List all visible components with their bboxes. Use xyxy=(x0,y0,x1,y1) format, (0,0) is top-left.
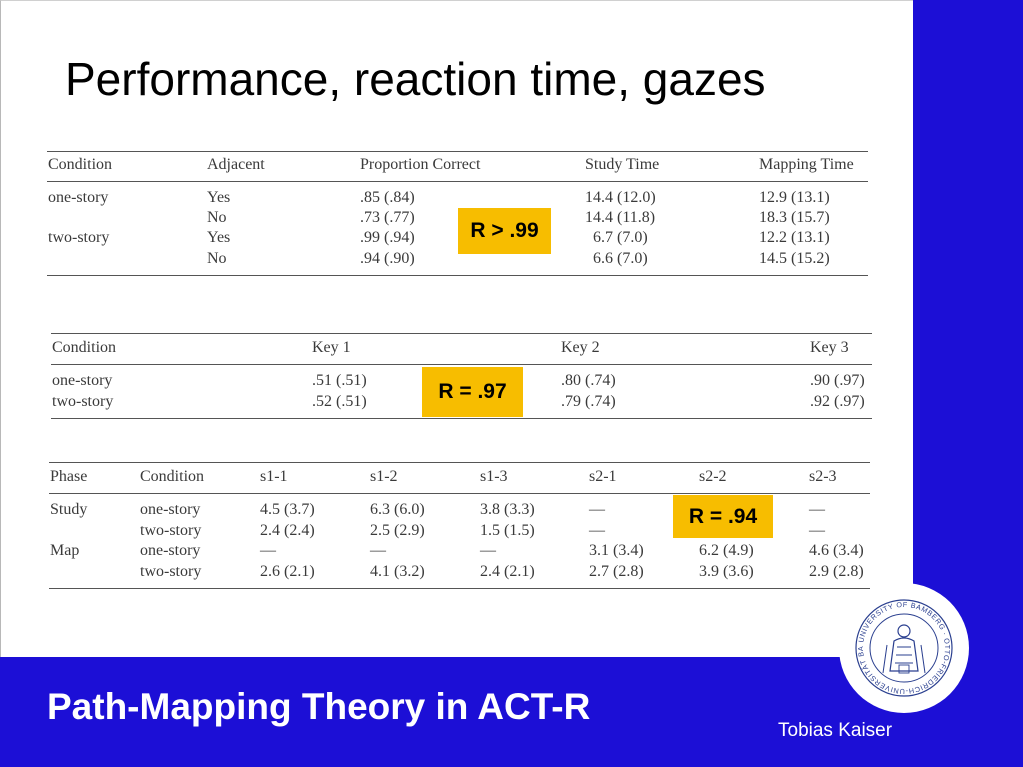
table-cell: .79 (.74) xyxy=(561,393,616,410)
footer-title: Path-Mapping Theory in ACT-R xyxy=(47,686,591,727)
table-cell: two-story xyxy=(52,393,114,410)
table-cell: 2.5 (2.9) xyxy=(370,522,425,539)
table-cell: 2.7 (2.8) xyxy=(589,563,644,580)
table-header: s1-1 xyxy=(260,468,288,485)
table-cell: .80 (.74) xyxy=(561,372,616,389)
table-cell: 14.4 (12.0) xyxy=(585,189,656,206)
table-header: s1-2 xyxy=(370,468,398,485)
table-cell: two-story xyxy=(48,229,110,246)
table-rule xyxy=(49,462,870,463)
footer-author: Tobias Kaiser xyxy=(778,720,893,741)
table-header: Key 2 xyxy=(561,339,600,356)
university-seal-logo: UNIVERSITY OF BAMBERG · OTTO-FRIEDRICH-U… xyxy=(839,583,969,713)
table-rule xyxy=(47,151,868,152)
table-header: Condition xyxy=(140,468,205,485)
table-cell: 6.3 (6.0) xyxy=(370,501,425,518)
table-header: Study Time xyxy=(585,156,660,173)
table-cell: — xyxy=(589,501,605,518)
table-cell: 4.6 (3.4) xyxy=(809,542,864,559)
table-cell: — xyxy=(370,542,386,559)
table-cell: one-story xyxy=(52,372,113,389)
table-header: s2-1 xyxy=(589,468,617,485)
table-cell: .51 (.51) xyxy=(312,372,367,389)
table-cell: .90 (.97) xyxy=(810,372,865,389)
table-cell: one-story xyxy=(140,542,201,559)
table-header: Phase xyxy=(50,468,88,485)
table-header: Adjacent xyxy=(207,156,265,173)
table-header: s2-2 xyxy=(699,468,727,485)
table-cell: .52 (.51) xyxy=(312,393,367,410)
table-cell: Yes xyxy=(207,189,231,206)
table-header: Key 1 xyxy=(312,339,351,356)
table-cell: 2.6 (2.1) xyxy=(260,563,315,580)
table-cell: — xyxy=(260,542,276,559)
table-cell: 14.4 (11.8) xyxy=(585,209,656,226)
table-cell: No xyxy=(207,209,227,226)
table-cell: one-story xyxy=(48,189,109,206)
table-cell: 12.9 (13.1) xyxy=(759,189,830,206)
table-cell: .73 (.77) xyxy=(360,209,415,226)
slide-title: Performance, reaction time, gazes xyxy=(65,53,766,105)
table-cell: .92 (.97) xyxy=(810,393,865,410)
table-cell: .94 (.90) xyxy=(360,250,415,267)
correlation-badge: R = .97 xyxy=(422,367,523,417)
table-cell: 6.6 (7.0) xyxy=(593,250,648,267)
table-cell: one-story xyxy=(140,501,201,518)
table-cell: 4.1 (3.2) xyxy=(370,563,425,580)
table-cell: 12.2 (13.1) xyxy=(759,229,830,246)
table-header: s1-3 xyxy=(480,468,508,485)
table-header: Mapping Time xyxy=(759,156,854,173)
table-header: Key 3 xyxy=(810,339,849,356)
table-header: Condition xyxy=(52,339,117,356)
seal-icon: UNIVERSITY OF BAMBERG · OTTO-FRIEDRICH-U… xyxy=(839,583,953,697)
table-cell: two-story xyxy=(140,522,202,539)
table-rule xyxy=(49,588,870,589)
table-rule xyxy=(51,364,872,365)
table-header: Condition xyxy=(48,156,113,173)
table-cell: — xyxy=(480,542,496,559)
table-cell: 6.7 (7.0) xyxy=(593,229,648,246)
table-cell: 2.9 (2.8) xyxy=(809,563,864,580)
table-rule xyxy=(49,493,870,494)
table-cell: 18.3 (15.7) xyxy=(759,209,830,226)
table-cell: 4.5 (3.7) xyxy=(260,501,315,518)
table-cell: 3.9 (3.6) xyxy=(699,563,754,580)
table-cell: Yes xyxy=(207,229,231,246)
table-cell: 2.4 (2.1) xyxy=(480,563,535,580)
table-cell: 6.2 (4.9) xyxy=(699,542,754,559)
correlation-badge: R = .94 xyxy=(673,495,773,538)
table-rule xyxy=(47,275,868,276)
table-rule xyxy=(51,418,872,419)
table-cell: Map xyxy=(50,542,80,559)
table-cell: — xyxy=(809,522,825,539)
table-cell: .85 (.84) xyxy=(360,189,415,206)
table-cell: 2.4 (2.4) xyxy=(260,522,315,539)
table-cell: 14.5 (15.2) xyxy=(759,250,830,267)
table-cell: two-story xyxy=(140,563,202,580)
table-cell: No xyxy=(207,250,227,267)
table-cell: 1.5 (1.5) xyxy=(480,522,535,539)
table-cell: — xyxy=(589,522,605,539)
table-cell: — xyxy=(809,501,825,518)
slide-frame xyxy=(0,0,913,657)
table-cell: 3.8 (3.3) xyxy=(480,501,535,518)
table-cell: 3.1 (3.4) xyxy=(589,542,644,559)
table-rule xyxy=(51,333,872,334)
table-cell: .99 (.94) xyxy=(360,229,415,246)
table-cell: Study xyxy=(50,501,88,518)
table-header: s2-3 xyxy=(809,468,837,485)
table-rule xyxy=(47,181,868,182)
correlation-badge: R > .99 xyxy=(458,208,551,254)
table-header: Proportion Correct xyxy=(360,156,481,173)
